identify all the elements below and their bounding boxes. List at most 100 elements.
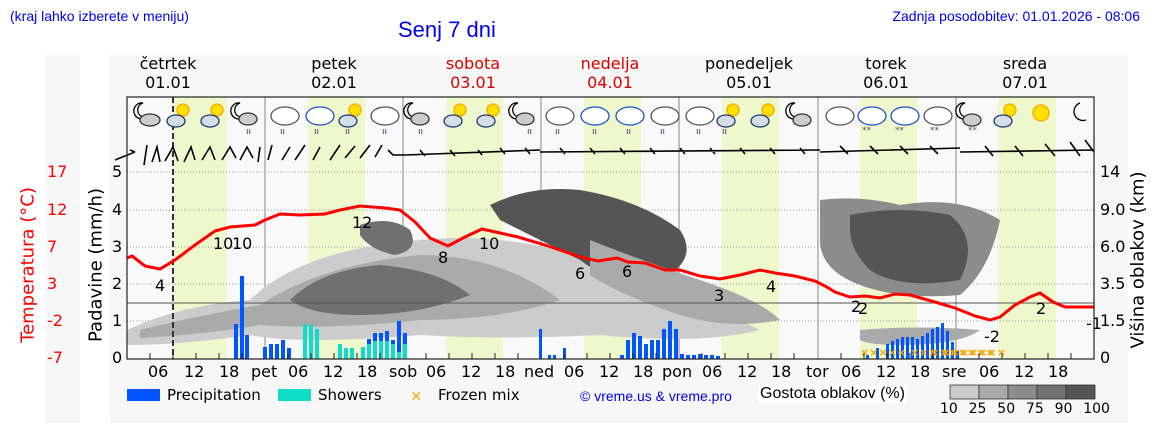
svg-text:4: 4 (155, 276, 165, 295)
cloud-snow-icon (923, 106, 953, 126)
x-tick: 18 (1048, 362, 1069, 381)
cloud-rain-icon (305, 106, 335, 126)
precip-tick: 0 (112, 348, 123, 367)
cloud-density-layer (127, 189, 1000, 345)
svg-text:**: ** (895, 126, 905, 136)
legend-precipitation: Precipitation (167, 386, 261, 404)
cloud-rain-icon (580, 106, 610, 126)
x-tick: 12 (1014, 362, 1035, 381)
svg-text:ıı: ıı (592, 127, 597, 137)
sun-cloud-icon (750, 103, 775, 128)
temperature-line (126, 204, 1094, 322)
temp-tick: 3 (47, 274, 58, 293)
cloud-rain-icon (270, 106, 300, 126)
sun-cloud-icon (443, 103, 467, 128)
x-tick: sob (389, 362, 418, 381)
location-hint: (kraj lahko izberete v meniju) (10, 8, 189, 24)
x-tick: 06 (979, 362, 1000, 381)
precip-axis-title: Padavine (mm/h) (85, 188, 107, 342)
x-tick: 06 (148, 362, 169, 381)
precip-tick: 1 (112, 311, 123, 330)
x-tick: 18 (633, 362, 654, 381)
page-title: Senj 7 dni (398, 17, 496, 42)
moon-cloud-rain-icon (403, 102, 430, 126)
svg-text:ıı: ıı (696, 127, 701, 137)
cloud-rain-icon (615, 106, 645, 126)
day-header: ponedeljek 05.01 (705, 54, 793, 92)
moon-cloud-rain-icon (508, 102, 535, 126)
sun-cloud-rain-icon (716, 103, 740, 128)
precipitation-bars (234, 276, 959, 359)
x-tick: 18 (771, 362, 792, 381)
svg-text:ıı: ıı (527, 127, 532, 137)
moon-cloud-rain-icon (230, 102, 258, 126)
temp-tick: 12 (47, 200, 68, 219)
cloud-snow-icon (890, 106, 920, 126)
x-tick: 12 (876, 362, 897, 381)
x-tick: 18 (495, 362, 516, 381)
cloud-height-tick: 1.5 (1100, 311, 1126, 330)
svg-text:**: ** (968, 126, 978, 136)
svg-text:12: 12 (352, 213, 372, 232)
x-tick: 18 (357, 362, 378, 381)
svg-text:ıı: ıı (722, 127, 727, 137)
x-tick: 18 (219, 362, 240, 381)
svg-text:8: 8 (438, 248, 448, 267)
svg-text:3: 3 (714, 286, 724, 305)
svg-text:10: 10 (213, 234, 233, 253)
x-tick: 06 (288, 362, 309, 381)
svg-text:×××××××: ××××××× (930, 346, 995, 359)
frozen-mix-swatch: × (410, 387, 423, 405)
moon-icon (1073, 102, 1087, 122)
svg-text:2: 2 (858, 299, 868, 318)
copyright-link[interactable]: © vreme.us & vreme.pro (580, 388, 732, 404)
svg-text:6: 6 (575, 264, 585, 283)
precip-tick: 2 (112, 274, 123, 293)
cloud-rain-icon (685, 106, 715, 126)
cloud-height-tick: 3.5 (1100, 274, 1126, 293)
moon-cloud-icon (133, 102, 161, 127)
cloud-density-title: Gostota oblakov (%) (758, 385, 907, 403)
temperature-axis-title: Temperatura (°C) (17, 187, 39, 343)
legend-frozen-mix: Frozen mix (438, 386, 520, 404)
x-tick: 12 (184, 362, 205, 381)
x-tick: 06 (841, 362, 862, 381)
x-tick: ned (524, 362, 555, 381)
svg-text:4: 4 (766, 277, 776, 296)
x-tick: tor (806, 362, 829, 381)
cloud-density-scale (949, 384, 1096, 400)
temp-tick: -7 (47, 348, 63, 367)
last-update: Zadnja posodobitev: 01.01.2026 - 08:06 (892, 8, 1140, 24)
cloud-rain-icon (370, 106, 400, 126)
x-tick: pon (662, 362, 693, 381)
cloud-height-tick: 14 (1100, 162, 1121, 181)
cloud-density-ticks: 10 25 50 75 90 100 (940, 401, 1110, 417)
cloud-height-tick: 9.0 (1100, 200, 1126, 219)
precipitation-swatch (127, 389, 160, 401)
cloud-rain-icon (545, 106, 575, 126)
legend-showers: Showers (318, 386, 382, 404)
svg-text:6: 6 (622, 262, 632, 281)
x-tick: 06 (702, 362, 723, 381)
x-tick: sre (942, 362, 967, 381)
svg-text:ıı: ıı (314, 127, 319, 137)
sun-icon (1032, 104, 1050, 122)
temp-tick: -2 (47, 311, 63, 330)
svg-text:**: ** (930, 126, 940, 136)
svg-text:ıı: ıı (555, 127, 560, 137)
sun-cloud-icon (166, 103, 190, 128)
sun-cloud-icon (993, 103, 1017, 128)
svg-text:2: 2 (851, 297, 861, 316)
x-tick: 12 (737, 362, 758, 381)
precip-tick: 4 (112, 200, 123, 219)
temperature-labels: 4 10 10 12 8 10 6 6 3 4 2 2 -2 2 -1 (155, 213, 1102, 346)
x-tick: 12 (599, 362, 620, 381)
x-tick: pet (251, 362, 278, 381)
showers-swatch (278, 389, 311, 401)
frozen-mix-markers: ××××× ××× ××××××× ××××××× (860, 346, 1006, 359)
svg-text:ıı: ıı (280, 127, 285, 137)
svg-text:ıı: ıı (418, 127, 423, 137)
day-header: torek 06.01 (863, 54, 909, 92)
svg-text:ıı: ıı (246, 127, 251, 137)
x-tick: 06 (564, 362, 585, 381)
